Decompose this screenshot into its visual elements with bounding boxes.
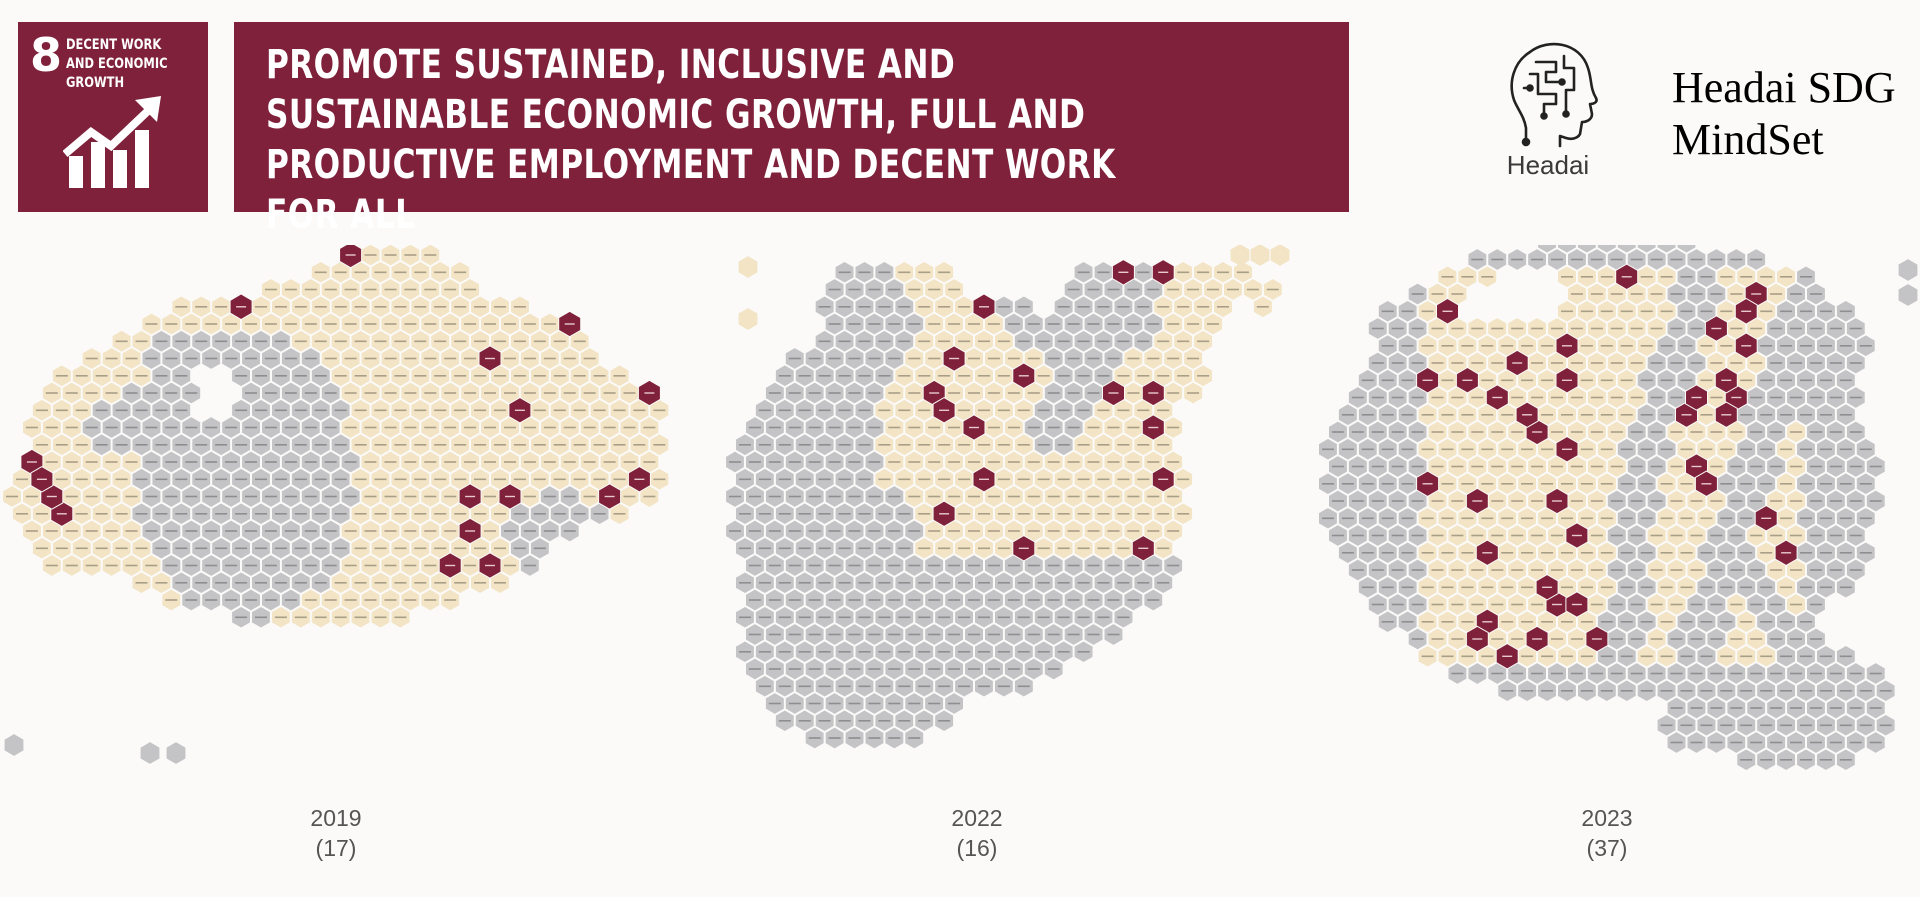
hex-cell <box>1577 245 1597 254</box>
map-year: 2023 <box>1581 805 1633 831</box>
hex-map-2023 <box>1318 245 1918 772</box>
brand-title: Headai SDG MindSet <box>1672 62 1920 166</box>
hex-cell <box>140 742 160 764</box>
hex-cell <box>1270 245 1290 266</box>
brand-title-line2: MindSet <box>1672 115 1824 164</box>
hex-maps <box>2 245 1918 772</box>
sdg-goal-number: 8 <box>30 28 62 82</box>
hex-cell <box>1676 245 1697 254</box>
sdg-goal-label: DECENT WORK AND ECONOMIC GROWTH <box>66 37 168 91</box>
hex-cell <box>1557 245 1577 254</box>
hex-map-2022 <box>725 245 1290 750</box>
map-count: (17) <box>315 835 357 861</box>
hex-cell <box>1250 245 1270 266</box>
caption-2023: 2023 (37) <box>1527 803 1687 863</box>
growth-chart-icon <box>63 96 161 188</box>
hex-cell <box>738 256 758 278</box>
caption-2022: 2022 (16) <box>897 803 1057 863</box>
logo-text: Headai <box>1506 150 1590 180</box>
map-year: 2019 <box>310 805 362 831</box>
hex-map-2019 <box>2 245 670 764</box>
hex-cell <box>1596 245 1617 254</box>
caption-2019: 2019 (17) <box>256 803 416 863</box>
hex-cell <box>1537 245 1557 254</box>
brand-title-line1: Headai SDG <box>1672 63 1896 112</box>
head-brain-circuit-icon <box>1510 42 1598 148</box>
hex-cell <box>1898 284 1918 306</box>
hex-cell <box>1230 245 1250 266</box>
hex-highlight <box>339 245 363 269</box>
hex-cell <box>1898 259 1918 281</box>
hex-cell <box>1636 245 1657 254</box>
sdg-goal-badge: 8 DECENT WORK AND ECONOMIC GROWTH <box>18 22 208 212</box>
hex-cell <box>1656 245 1677 254</box>
hex-cell <box>738 308 758 330</box>
hex-cell <box>166 742 186 764</box>
hex-cell <box>1616 245 1637 254</box>
map-count: (37) <box>1586 835 1628 861</box>
hex-cell <box>4 734 24 756</box>
goal-title-banner: PROMOTE SUSTAINED, INCLUSIVE AND SUSTAIN… <box>234 22 1349 238</box>
goal-title: PROMOTE SUSTAINED, INCLUSIVE AND SUSTAIN… <box>266 42 1116 238</box>
map-year: 2022 <box>951 805 1003 831</box>
map-count: (16) <box>956 835 998 861</box>
